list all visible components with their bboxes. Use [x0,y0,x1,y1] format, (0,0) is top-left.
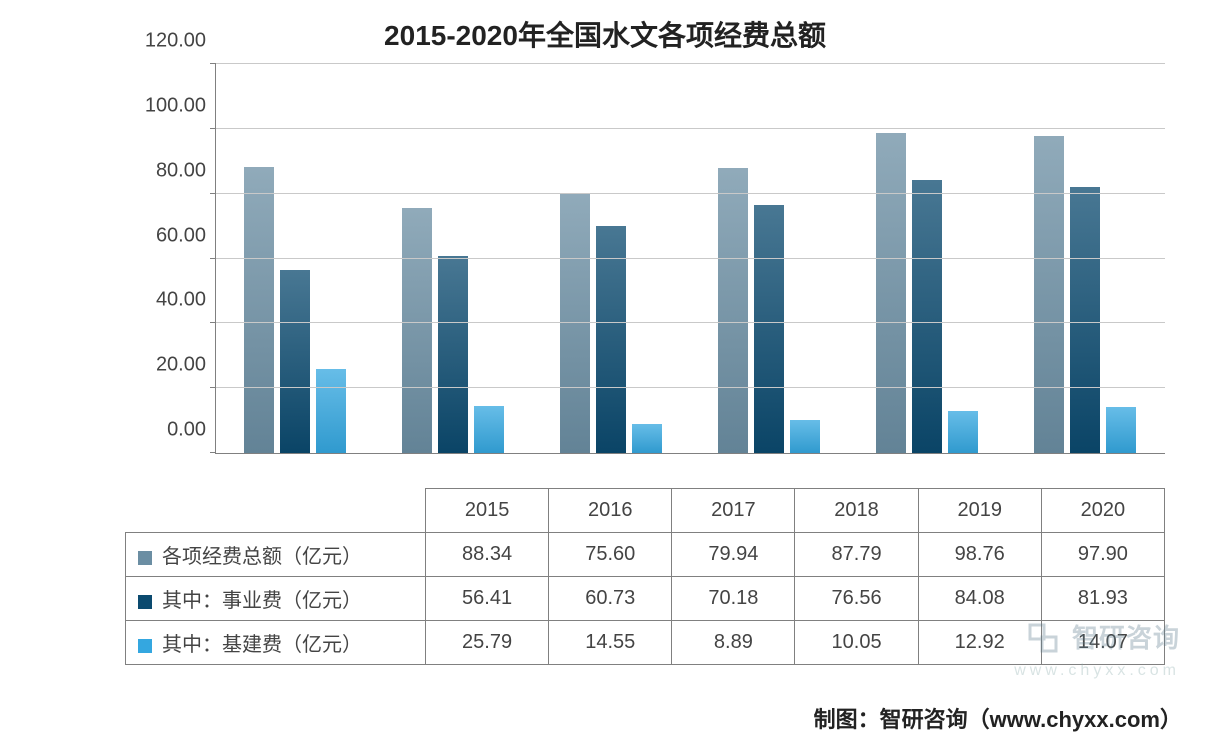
data-cell: 25.79 [426,621,549,665]
series-row-header: 其中：事业费（亿元） [126,577,426,621]
category-header: 2015 [426,489,549,533]
bar [244,167,274,453]
ytick-mark [210,322,216,323]
ytick-mark [210,387,216,388]
data-cell: 87.79 [795,533,918,577]
ytick-label: 0.00 [167,419,206,442]
credit-text: 制图：智研咨询（www.chyxx.com） [814,702,1182,734]
data-cell: 75.60 [549,533,672,577]
category-header: 2020 [1041,489,1164,533]
legend-swatch [138,551,152,565]
chart-container: 2015-2020年全国水文各项经费总额 0.0020.0040.0060.00… [0,0,1210,738]
gridline [216,387,1165,388]
bar [912,180,942,453]
gridline [216,128,1165,129]
ytick-label: 80.00 [156,159,206,182]
series-row-header: 各项经费总额（亿元） [126,533,426,577]
plot-area: 0.0020.0040.0060.0080.00100.00120.00 [215,64,1165,454]
gridline [216,322,1165,323]
data-cell: 10.05 [795,621,918,665]
data-cell: 81.93 [1041,577,1164,621]
data-cell: 79.94 [672,533,795,577]
data-cell: 12.92 [918,621,1041,665]
bar-group [849,64,1007,453]
data-cell: 84.08 [918,577,1041,621]
data-cell: 76.56 [795,577,918,621]
data-cell: 8.89 [672,621,795,665]
series-name: 其中：事业费（亿元） [162,590,362,612]
data-cell: 14.55 [549,621,672,665]
ytick-mark [210,63,216,64]
gridline [216,258,1165,259]
ytick-label: 20.00 [156,354,206,377]
ytick-label: 60.00 [156,224,206,247]
data-cell: 98.76 [918,533,1041,577]
bar-group [532,64,690,453]
ytick-mark [210,193,216,194]
bar [560,194,590,453]
data-cell: 60.73 [549,577,672,621]
bar [790,420,820,453]
bar [948,411,978,453]
series-name: 其中：基建费（亿元） [162,634,362,656]
bar [1070,187,1100,453]
bar [402,208,432,453]
bar [876,133,906,453]
bar-group [1007,64,1165,453]
data-cell: 97.90 [1041,533,1164,577]
category-header: 2017 [672,489,795,533]
bar-group [374,64,532,453]
table-corner [126,489,426,533]
data-cell: 70.18 [672,577,795,621]
series-name: 各项经费总额（亿元） [162,546,362,568]
ytick-label: 40.00 [156,289,206,312]
plot-wrap: 0.0020.0040.0060.0080.00100.00120.00 [125,64,1165,484]
ytick-mark [210,452,216,453]
gridline [216,63,1165,64]
bar [1106,407,1136,453]
bar [280,270,310,453]
ytick-label: 100.00 [145,94,206,117]
series-row-header: 其中：基建费（亿元） [126,621,426,665]
legend-swatch [138,639,152,653]
data-table: 201520162017201820192020各项经费总额（亿元）88.347… [125,488,1165,665]
bars-row [216,64,1165,453]
category-header: 2018 [795,489,918,533]
bar-group [216,64,374,453]
category-header: 2019 [918,489,1041,533]
bar [754,205,784,453]
ytick-mark [210,128,216,129]
bar [1034,136,1064,453]
bar [438,256,468,453]
category-header: 2016 [549,489,672,533]
bar [632,424,662,453]
bar [596,226,626,454]
bar-group [691,64,849,453]
data-cell: 56.41 [426,577,549,621]
gridline [216,193,1165,194]
bar [474,406,504,453]
data-cell: 88.34 [426,533,549,577]
legend-swatch [138,595,152,609]
ytick-mark [210,258,216,259]
ytick-label: 120.00 [145,30,206,53]
bar [718,168,748,453]
bar [316,369,346,453]
data-cell: 14.07 [1041,621,1164,665]
